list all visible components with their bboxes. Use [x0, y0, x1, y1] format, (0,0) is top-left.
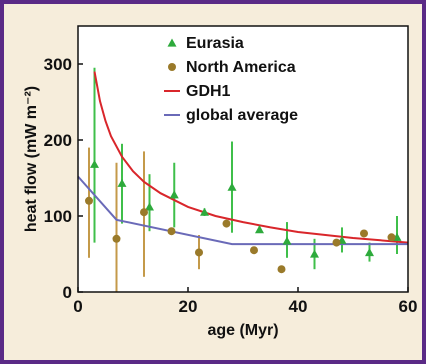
- data-point-2-6: [222, 219, 231, 228]
- y-axis-label: heat flow (mW m⁻²): [23, 86, 40, 232]
- data-point-2-7: [250, 246, 258, 255]
- legend-label-1: Eurasia: [186, 35, 244, 52]
- data-point-1-7: [255, 225, 264, 234]
- series-line-1: [93, 71, 409, 244]
- data-point-1-8: [282, 236, 292, 245]
- x-tick-label-4: 60: [399, 297, 418, 316]
- chart-legend: Eurasia North America GDH1 global average: [164, 35, 298, 124]
- data-point-2-2: [112, 234, 121, 243]
- data-point-2-4: [167, 227, 176, 236]
- data-point-1-5: [200, 207, 209, 216]
- data-point-2-9: [332, 238, 341, 247]
- data-point-1-11: [365, 247, 374, 257]
- data-point-2-5: [195, 248, 203, 257]
- chart-marks: [77, 67, 409, 292]
- data-point-2-10: [360, 229, 368, 238]
- data-point-1-1: [90, 159, 99, 168]
- x-tick-label-1: 0: [73, 297, 82, 316]
- data-point-2-3: [140, 208, 148, 217]
- legend-label-4: global average: [186, 107, 298, 124]
- y-tick-label-1: 0: [63, 283, 72, 302]
- data-point-1-4: [169, 190, 179, 199]
- y-tick-label-2: 100: [44, 207, 72, 226]
- data-point-1-9: [310, 249, 319, 258]
- data-point-1-3: [145, 202, 154, 211]
- x-tick-label-2: 20: [179, 297, 198, 316]
- legend-swatch-1: [167, 38, 177, 47]
- axis-ticks: 0 20 40 60 0 100 200 300: [44, 55, 418, 316]
- data-point-1-6: [227, 182, 237, 191]
- legend-label-2: North America: [186, 59, 296, 76]
- data-point-2-1: [85, 196, 93, 205]
- legend-label-3: GDH1: [186, 83, 231, 100]
- plot-border: [77, 25, 409, 293]
- y-tick-label-3: 200: [44, 131, 72, 150]
- legend-swatch-2: [168, 63, 176, 71]
- y-tick-label-4: 300: [44, 55, 72, 74]
- plot-area: [78, 26, 408, 292]
- x-tick-label-3: 40: [289, 297, 308, 316]
- data-point-1-2: [117, 178, 127, 187]
- data-point-2-8: [277, 265, 286, 274]
- x-axis-label: age (Myr): [207, 322, 278, 339]
- data-point-2-11: [387, 233, 396, 242]
